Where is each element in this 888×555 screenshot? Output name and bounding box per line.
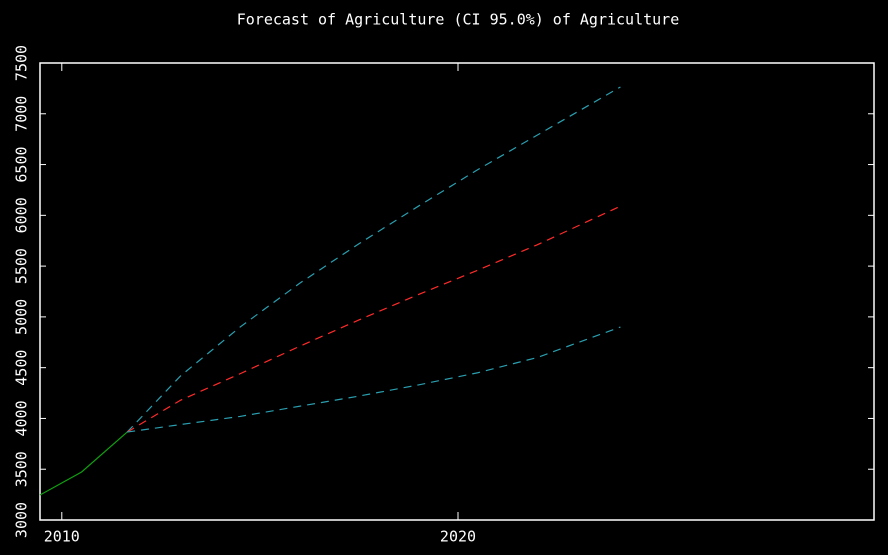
y-tick-label: 6000 [13, 197, 31, 233]
y-tick-label: 7500 [13, 45, 31, 81]
y-tick-label: 4000 [13, 400, 31, 436]
y-tick-label: 7000 [13, 96, 31, 132]
x-tick-label: 2020 [440, 528, 476, 546]
y-tick-label: 5500 [13, 248, 31, 284]
chart-title: Forecast of Agriculture (CI 95.0%) of Ag… [237, 11, 680, 29]
y-tick-label: 5000 [13, 299, 31, 335]
plot-frame [39, 62, 875, 521]
series-line [126, 205, 621, 433]
y-tick-label: 3500 [13, 451, 31, 487]
y-tick-label: 6500 [13, 146, 31, 182]
series-line [39, 431, 128, 496]
y-tick-label: 4500 [13, 350, 31, 386]
series-line [127, 326, 621, 433]
x-tick-label: 2010 [44, 528, 80, 546]
series-line [126, 86, 621, 433]
y-tick-label: 3000 [13, 502, 31, 538]
